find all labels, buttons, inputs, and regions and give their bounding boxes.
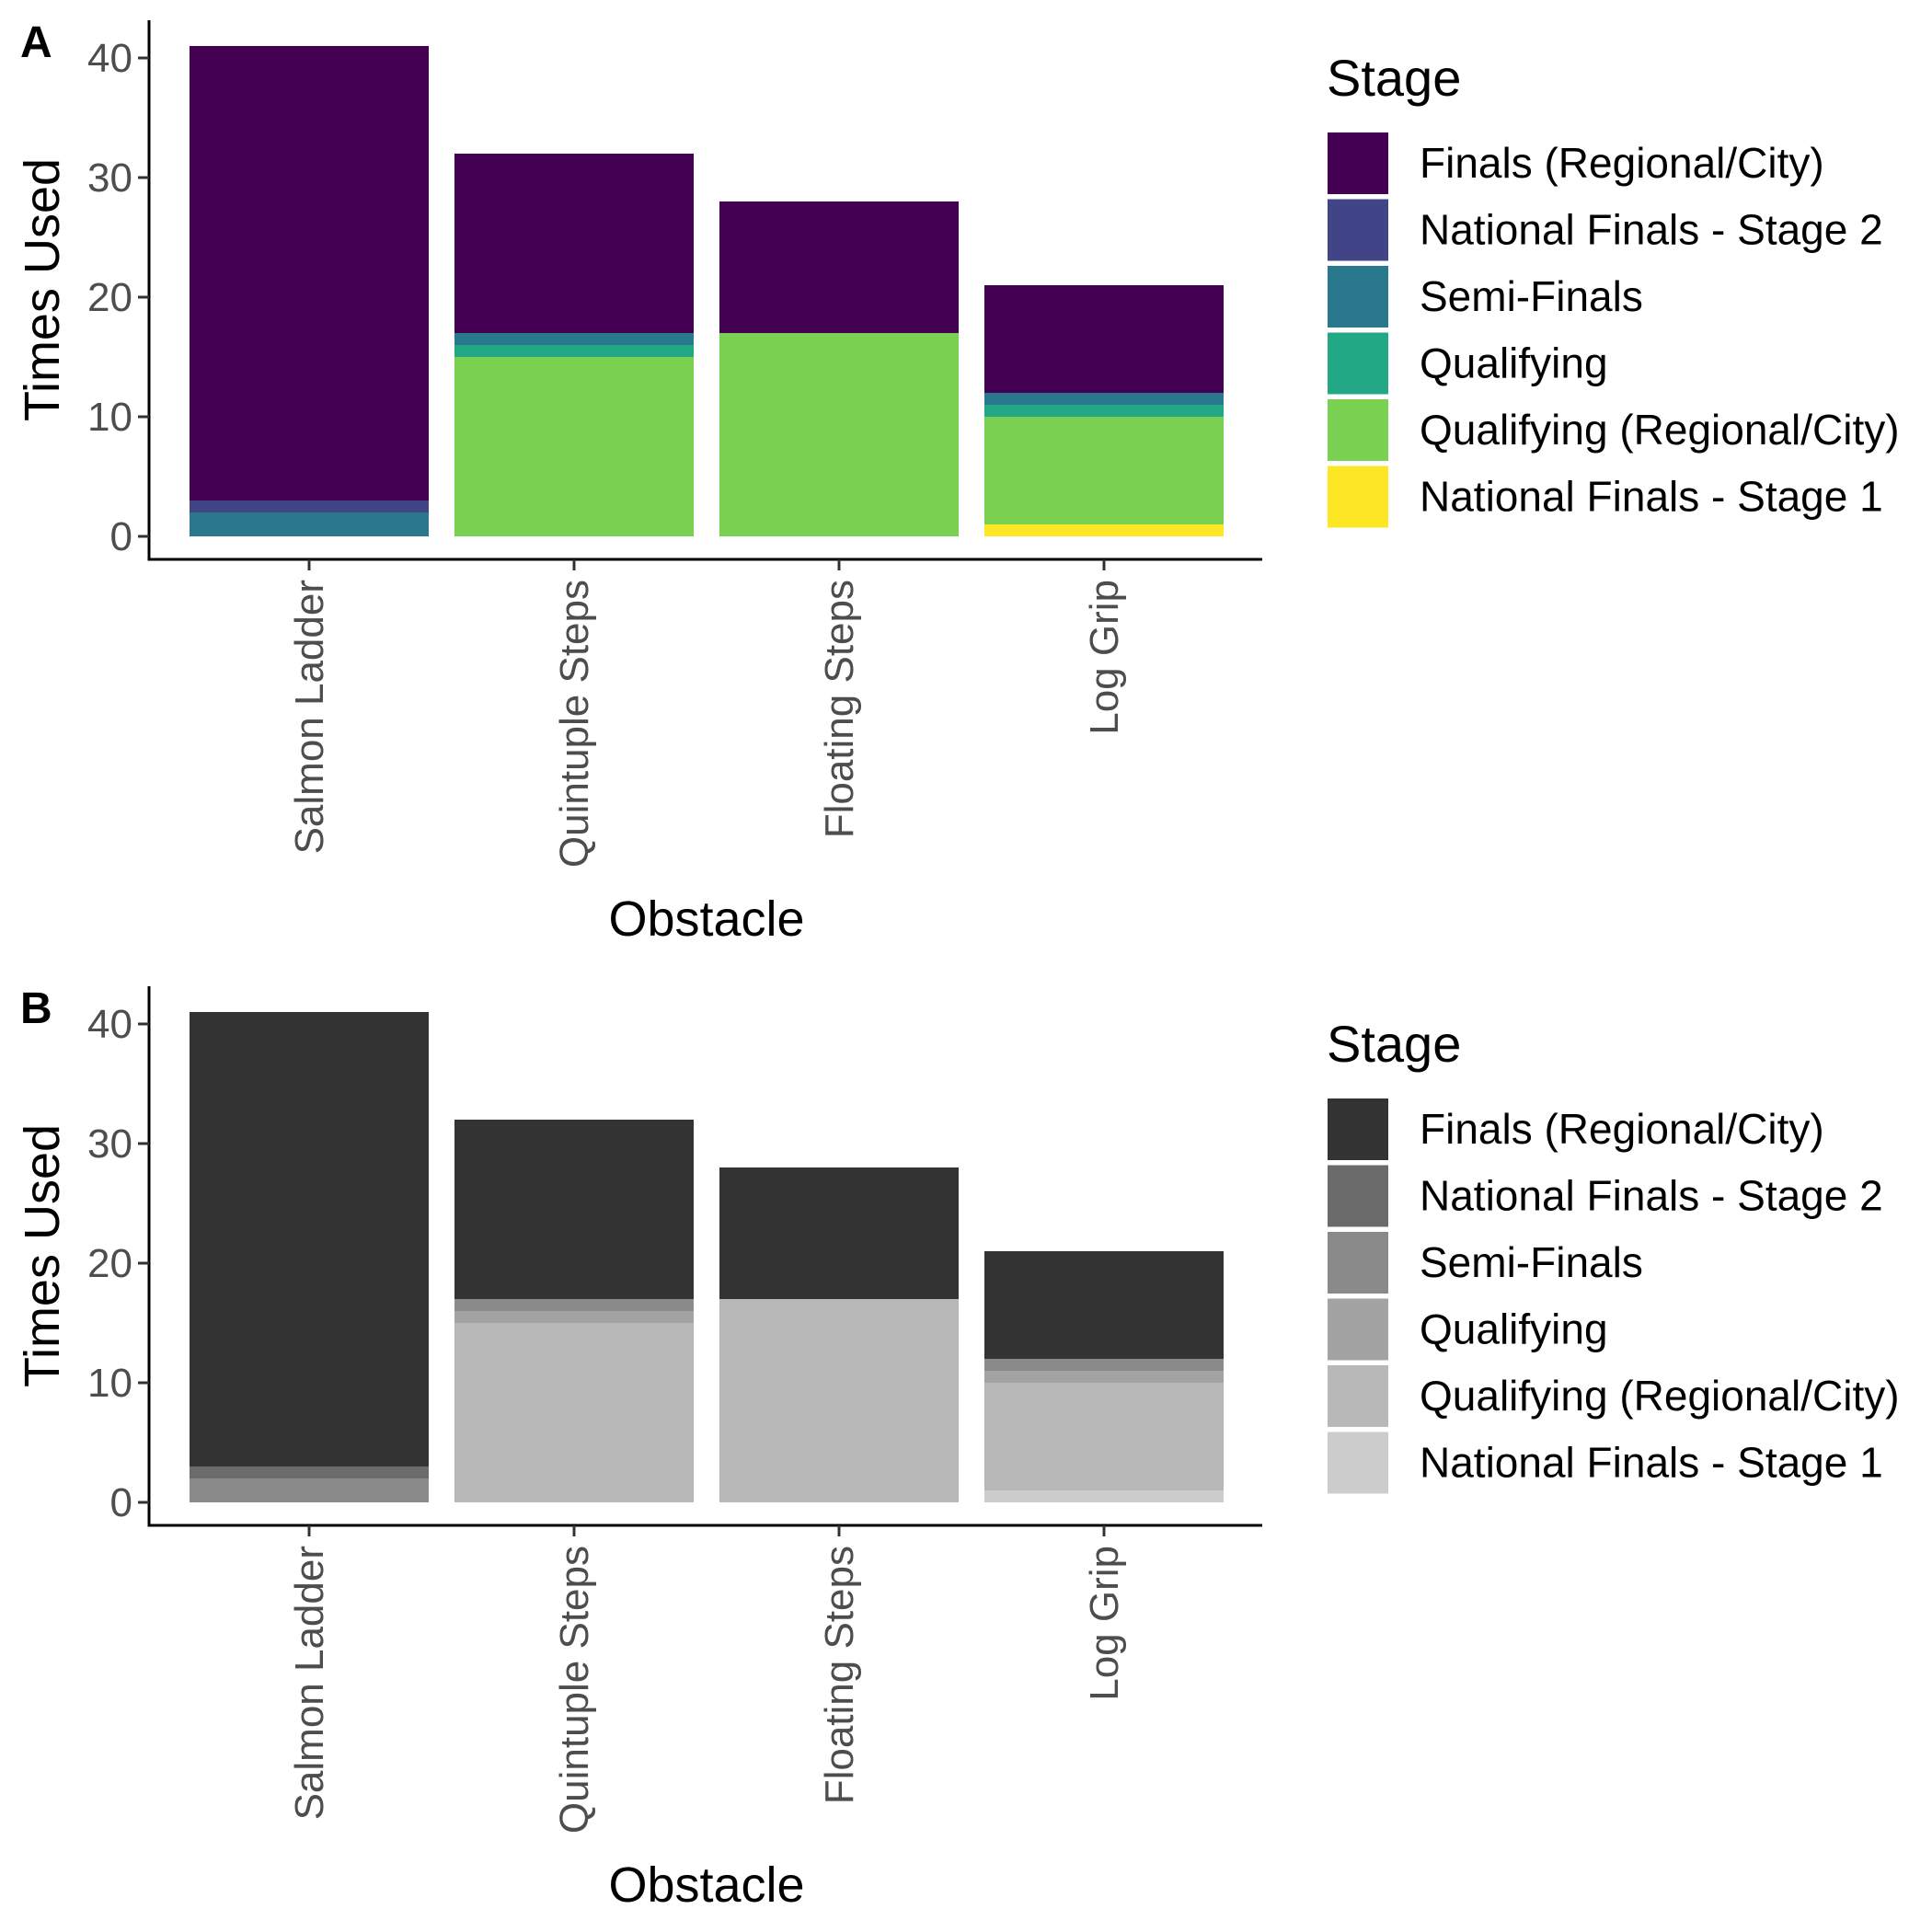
bar-salmon-ladder-national-finals-stage-2 [190, 1466, 429, 1478]
bar-floating-steps-qualifying-regional-city [719, 1299, 959, 1502]
bar-salmon-ladder-semi-finals [190, 1478, 429, 1502]
y-tick-label: 10 [87, 395, 132, 440]
bar-salmon-ladder-finals-regional-city [190, 1012, 429, 1466]
legend-label-qualifying-regional-city: Qualifying (Regional/City) [1420, 406, 1900, 454]
bar-salmon-ladder-national-finals-stage-2 [190, 500, 429, 512]
chart-a-svg: A 0 10 20 30 40 Salmon Ladder Quintuple Steps Fl… [15, 18, 1900, 947]
x-tick-label: Quintuple Steps [552, 1546, 597, 1834]
legend-title: Stage [1327, 49, 1461, 107]
bar-log-grip-national-finals-stage-1 [984, 524, 1224, 536]
legend-key-national-finals-stage-2 [1328, 1165, 1388, 1227]
chart-panel-b: B 0 10 20 30 40 Salmon Ladder Quintuple Steps Fl… [0, 966, 1932, 1932]
legend-key-qualifying-regional-city [1328, 1365, 1388, 1427]
legend-label-national-finals-stage-1: National Finals - Stage 1 [1420, 1439, 1883, 1487]
x-tick-label: Floating Steps [817, 1546, 862, 1804]
y-tick-label: 20 [87, 275, 132, 320]
bar-log-grip-qualifying [984, 405, 1224, 417]
legend-label-qualifying-regional-city: Qualifying (Regional/City) [1420, 1372, 1900, 1420]
bar-log-grip-finals-regional-city [984, 1251, 1224, 1359]
bar-log-grip-qualifying [984, 1371, 1224, 1383]
y-axis-title: Times Used [15, 1124, 70, 1387]
bar-quintuple-steps-finals-regional-city [454, 1120, 694, 1299]
y-tick-label: 30 [87, 155, 132, 201]
legend-key-national-finals-stage-1 [1328, 466, 1388, 528]
legend-title: Stage [1327, 1015, 1461, 1073]
panel-label: B [20, 984, 52, 1033]
x-axis-title: Obstacle [608, 1857, 804, 1913]
legend-label-qualifying: Qualifying [1420, 339, 1608, 387]
bar-floating-steps-finals-regional-city [719, 1167, 959, 1299]
panel-label: A [20, 18, 52, 67]
x-tick-label: Floating Steps [817, 580, 862, 838]
legend-key-semi-finals [1328, 266, 1388, 328]
x-tick-label: Log Grip [1082, 1546, 1127, 1701]
bar-quintuple-steps-qualifying-regional-city [454, 357, 694, 536]
bar-quintuple-steps-semi-finals [454, 333, 694, 345]
x-tick-label: Salmon Ladder [287, 1546, 332, 1820]
bar-salmon-ladder-semi-finals [190, 512, 429, 536]
bar-floating-steps-finals-regional-city [719, 201, 959, 333]
legend-key-national-finals-stage-2 [1328, 199, 1388, 261]
bar-log-grip-finals-regional-city [984, 285, 1224, 393]
legend-key-national-finals-stage-1 [1328, 1432, 1388, 1494]
legend-key-finals-regional-city [1328, 132, 1388, 194]
bar-log-grip-semi-finals [984, 393, 1224, 405]
bar-quintuple-steps-semi-finals [454, 1299, 694, 1311]
legend-label-national-finals-stage-2: National Finals - Stage 2 [1420, 206, 1883, 254]
y-axis-title: Times Used [15, 158, 70, 421]
bar-log-grip-qualifying-regional-city [984, 1383, 1224, 1490]
y-tick-label: 20 [87, 1241, 132, 1286]
y-tick-label: 40 [87, 1002, 132, 1047]
legend-key-qualifying [1328, 332, 1388, 395]
bar-log-grip-national-finals-stage-1 [984, 1490, 1224, 1502]
y-tick-label: 0 [110, 1480, 132, 1525]
x-tick-label: Salmon Ladder [287, 580, 332, 854]
bar-quintuple-steps-qualifying [454, 345, 694, 357]
bar-quintuple-steps-finals-regional-city [454, 154, 694, 333]
y-tick-label: 30 [87, 1121, 132, 1167]
chart-panel-a: A 0 10 20 30 40 Salmon Ladder Quintuple Steps Fl… [15, 18, 1900, 947]
legend-key-semi-finals [1328, 1232, 1388, 1294]
bar-log-grip-semi-finals [984, 1359, 1224, 1371]
x-tick-label: Log Grip [1082, 580, 1127, 735]
bar-quintuple-steps-qualifying [454, 1311, 694, 1323]
chart-b-svg: B 0 10 20 30 40 Salmon Ladder Quintuple Steps Fl… [15, 984, 1900, 1913]
x-tick-label: Quintuple Steps [552, 580, 597, 868]
legend-label-semi-finals: Semi-Finals [1420, 1238, 1643, 1286]
legend-label-semi-finals: Semi-Finals [1420, 272, 1643, 320]
bar-log-grip-qualifying-regional-city [984, 417, 1224, 524]
x-axis-title: Obstacle [608, 891, 804, 947]
bar-quintuple-steps-qualifying-regional-city [454, 1323, 694, 1502]
bar-salmon-ladder-finals-regional-city [190, 46, 429, 500]
legend-key-finals-regional-city [1328, 1098, 1388, 1160]
legend-label-national-finals-stage-1: National Finals - Stage 1 [1420, 473, 1883, 521]
legend-label-national-finals-stage-2: National Finals - Stage 2 [1420, 1172, 1883, 1220]
y-tick-label: 40 [87, 36, 132, 81]
y-tick-label: 10 [87, 1361, 132, 1406]
legend-label-finals-regional-city: Finals (Regional/City) [1420, 1105, 1824, 1153]
legend-key-qualifying [1328, 1298, 1388, 1361]
y-tick-label: 0 [110, 514, 132, 559]
legend-label-qualifying: Qualifying [1420, 1305, 1608, 1353]
bar-floating-steps-qualifying-regional-city [719, 333, 959, 536]
legend-label-finals-regional-city: Finals (Regional/City) [1420, 139, 1824, 187]
legend-key-qualifying-regional-city [1328, 399, 1388, 461]
